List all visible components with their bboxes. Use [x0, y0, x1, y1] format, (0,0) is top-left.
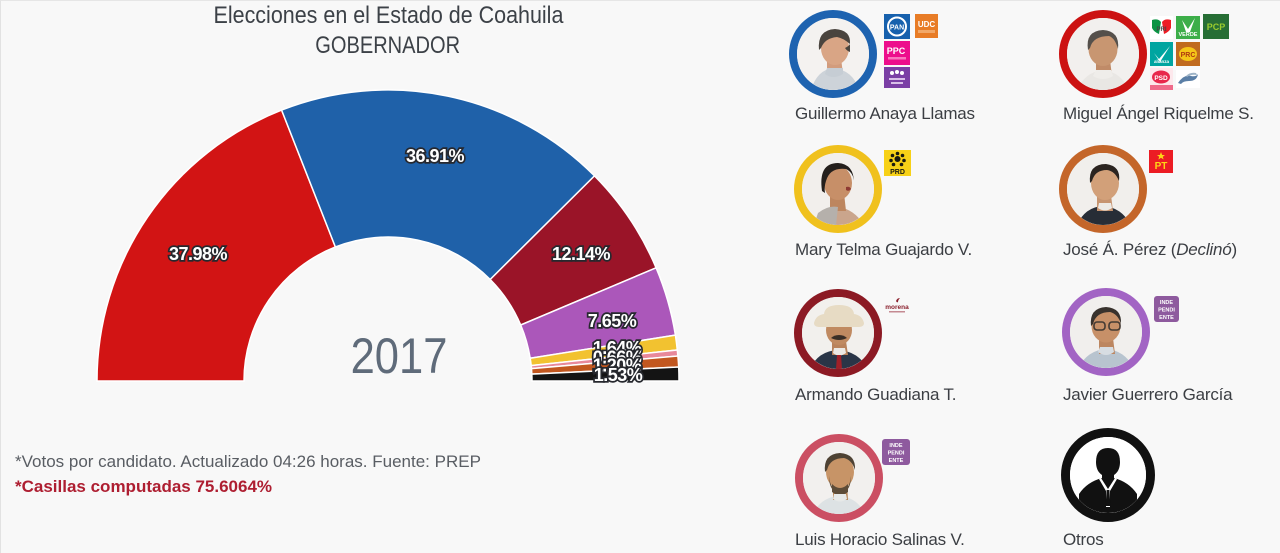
svg-text:PRD: PRD: [890, 169, 905, 176]
svg-text:PRC: PRC: [1181, 52, 1196, 59]
svg-text:12.14%: 12.14%: [552, 244, 611, 264]
svg-text:1.20%: 1.20%: [593, 356, 642, 376]
svg-text:PENDI: PENDI: [888, 451, 905, 457]
svg-text:VERDE: VERDE: [1179, 32, 1198, 38]
svg-text:1.64%: 1.64%: [593, 338, 642, 358]
svg-text:7.65%: 7.65%: [588, 311, 637, 331]
svg-text:36.91%: 36.91%: [406, 146, 465, 166]
svg-text:ENTE: ENTE: [889, 458, 904, 464]
svg-text:PSD: PSD: [1154, 75, 1168, 82]
svg-text:PAN: PAN: [890, 25, 904, 32]
svg-text:PPC: PPC: [887, 46, 906, 56]
svg-text:INDE: INDE: [1160, 300, 1173, 306]
svg-text:morena: morena: [885, 304, 909, 311]
svg-text:PENDI: PENDI: [1158, 308, 1175, 314]
svg-text:PRI: PRI: [1156, 27, 1166, 33]
svg-text:INDE: INDE: [889, 443, 902, 449]
svg-text:1.53%: 1.53%: [594, 365, 643, 385]
svg-text:0.66%: 0.66%: [593, 348, 642, 368]
svg-text:PCP: PCP: [1207, 22, 1226, 32]
svg-text:PT: PT: [1155, 161, 1168, 172]
svg-text:37.98%: 37.98%: [169, 244, 228, 264]
svg-text:ENTE: ENTE: [1159, 315, 1174, 321]
svg-text:alianza: alianza: [1154, 59, 1170, 64]
svg-text:UDC: UDC: [918, 20, 936, 29]
